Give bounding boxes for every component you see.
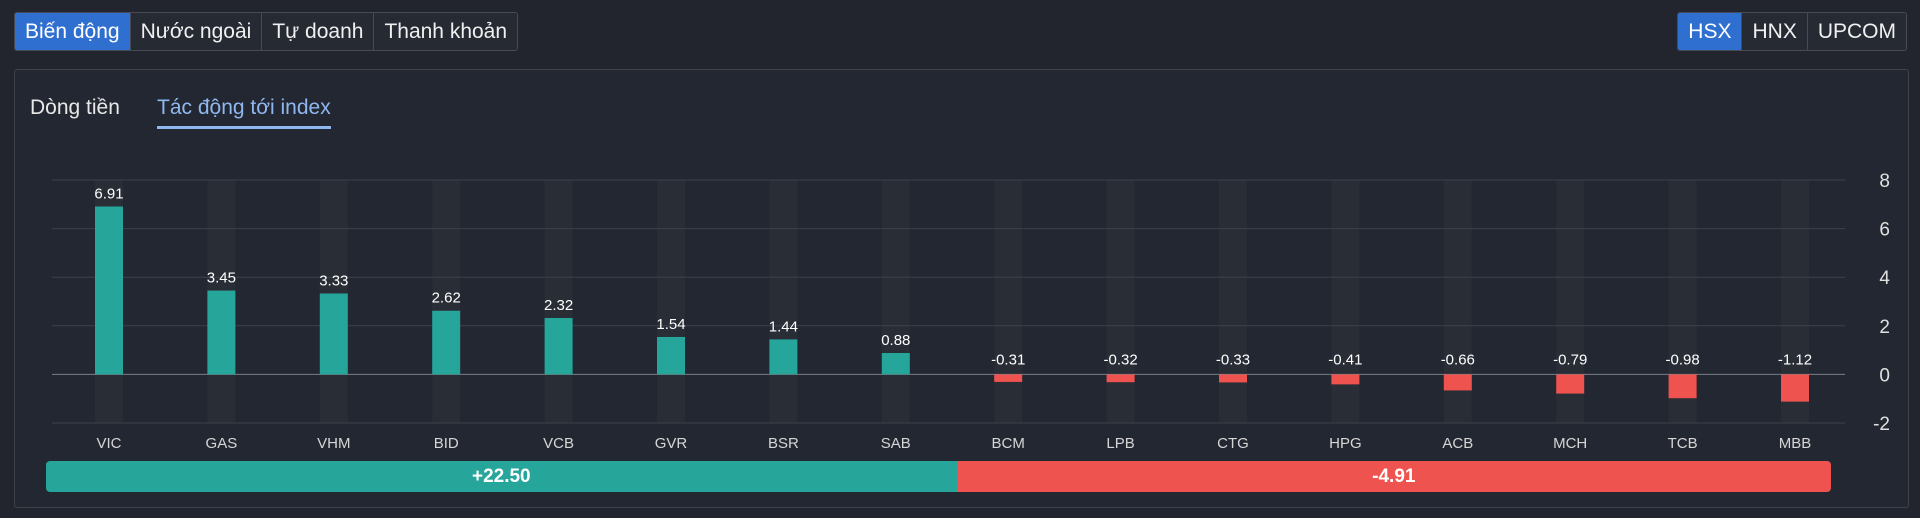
y-tick-label: 0: [1879, 365, 1890, 386]
value-label: 2.32: [544, 297, 573, 314]
tab-upcom[interactable]: UPCOM: [1807, 13, 1906, 50]
positive-total-segment: +22.50: [46, 461, 957, 492]
category-label: VCB: [543, 435, 574, 452]
column-band: [432, 180, 461, 423]
value-label: -0.41: [1328, 351, 1362, 368]
category-label: MCH: [1553, 435, 1587, 452]
column-band: [881, 180, 910, 423]
category-label: CTG: [1217, 435, 1249, 452]
category-label: BSR: [768, 435, 799, 452]
category-label: GVR: [655, 435, 688, 452]
tab-hnx[interactable]: HNX: [1742, 13, 1808, 50]
index-impact-chart: -2 0 2 4 6 8 6.91 VIC 3.45 GAS 3.33 VHM 2.62 BID 2.32 V…: [52, 171, 1890, 452]
value-label: 6.91: [94, 185, 123, 202]
column-band: [657, 180, 685, 423]
value-label: 1.54: [656, 316, 685, 333]
category-label: GAS: [206, 435, 238, 452]
y-tick-label: 6: [1879, 220, 1890, 241]
column-band: [769, 180, 798, 423]
y-tick-label: -2: [1873, 414, 1890, 435]
bar[interactable]: [1443, 374, 1472, 391]
value-label: -0.79: [1553, 351, 1587, 368]
value-label: -0.98: [1665, 351, 1699, 368]
impact-summary-bar: +22.50 -4.91: [46, 461, 1831, 492]
tab-thanh-khoan[interactable]: Thanh khoản: [374, 13, 518, 50]
value-label: -0.66: [1441, 351, 1475, 368]
value-label: -0.33: [1216, 351, 1250, 368]
value-label: -1.12: [1778, 351, 1812, 368]
value-label: -0.31: [991, 351, 1025, 368]
bar[interactable]: [881, 353, 910, 375]
y-tick-label: 2: [1879, 317, 1890, 338]
category-label: BCM: [992, 435, 1025, 452]
bar[interactable]: [1106, 374, 1135, 383]
view-tab-group: Biến động Nước ngoài Tự doanh Thanh khoả…: [14, 12, 519, 51]
value-label: 1.44: [769, 318, 798, 335]
bar[interactable]: [1331, 374, 1360, 385]
y-tick-label: 4: [1879, 268, 1890, 289]
category-label: ACB: [1442, 435, 1473, 452]
category-label: SAB: [881, 435, 911, 452]
subtab-cashflow[interactable]: Dòng tiền: [30, 96, 120, 119]
tab-bien-dong[interactable]: Biến động: [15, 13, 131, 50]
exchange-tab-group: HSX HNX UPCOM: [1677, 12, 1907, 51]
y-tick-label: 8: [1879, 171, 1890, 192]
tab-hsx[interactable]: HSX: [1678, 13, 1743, 50]
column-band: [1219, 180, 1247, 423]
category-label: VHM: [317, 435, 350, 452]
bar[interactable]: [1668, 374, 1697, 399]
tab-nuoc-ngoai[interactable]: Nước ngoài: [130, 13, 263, 50]
bar[interactable]: [1781, 374, 1809, 402]
chart-panel: Dòng tiền Tác động tới index -2 0 2 4 6 8 6.91…: [14, 69, 1909, 508]
bar[interactable]: [95, 206, 123, 375]
value-label: 0.88: [881, 332, 910, 349]
bar[interactable]: [544, 318, 573, 375]
category-label: BID: [434, 435, 459, 452]
bar[interactable]: [207, 290, 236, 375]
bar[interactable]: [1219, 374, 1247, 383]
value-label: 3.45: [207, 270, 236, 287]
bar[interactable]: [657, 336, 685, 375]
column-band: [1331, 180, 1360, 423]
category-label: MBB: [1779, 435, 1812, 452]
bar[interactable]: [319, 293, 348, 375]
column-band: [544, 180, 573, 423]
category-label: TCB: [1668, 435, 1698, 452]
bar[interactable]: [994, 374, 1023, 382]
bar[interactable]: [1556, 374, 1585, 394]
column-band: [994, 180, 1023, 423]
negative-total-segment: -4.91: [956, 461, 1831, 492]
bar[interactable]: [432, 310, 461, 375]
tab-tu-doanh[interactable]: Tự doanh: [262, 13, 375, 50]
category-label: LPB: [1106, 435, 1134, 452]
value-label: -0.32: [1103, 351, 1137, 368]
category-label: VIC: [96, 435, 121, 452]
category-label: HPG: [1329, 435, 1362, 452]
value-label: 2.62: [432, 290, 461, 307]
subtab-index-impact[interactable]: Tác động tới index: [157, 96, 331, 129]
value-label: 3.33: [319, 272, 348, 289]
column-band: [1106, 180, 1135, 423]
bar[interactable]: [769, 339, 798, 375]
